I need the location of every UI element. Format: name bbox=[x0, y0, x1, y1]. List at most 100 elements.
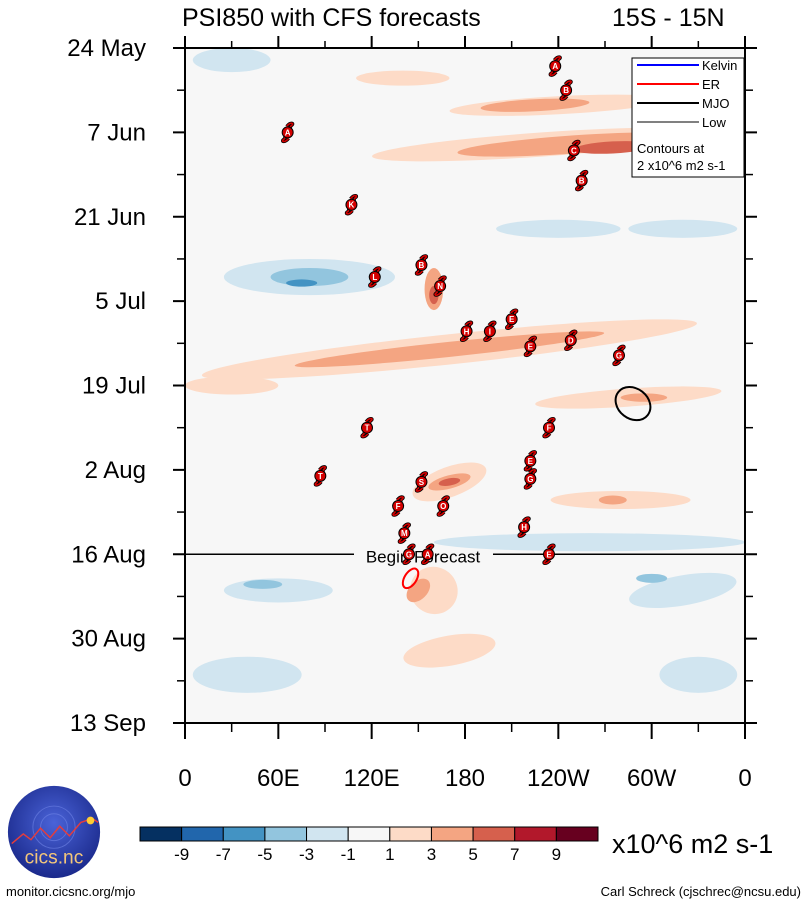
storm-marker: A bbox=[421, 543, 435, 565]
hurricane-icon bbox=[421, 548, 434, 561]
colorbar-swatch bbox=[222, 826, 266, 842]
colorbar-swatch bbox=[514, 826, 557, 842]
storm-marker: M bbox=[397, 522, 411, 544]
x-tick-label: 0 bbox=[738, 765, 751, 792]
colorbar-tick-label: 1 bbox=[385, 845, 394, 864]
colorbar-swatch bbox=[306, 826, 349, 842]
hurricane-icon bbox=[575, 174, 588, 187]
storm-marker: H bbox=[517, 516, 531, 538]
storm-marker: B bbox=[559, 79, 573, 101]
hurricane-icon bbox=[543, 548, 555, 561]
chart-subtitle: 15S - 15N bbox=[612, 4, 725, 32]
storm-label: E bbox=[509, 315, 515, 324]
anomaly-patch bbox=[480, 98, 590, 112]
logo-text: cics.nc bbox=[25, 848, 84, 869]
legend: Kelvin ER MJO Low Contours at 2 x10^6 m2 s-1 bbox=[631, 57, 745, 178]
storm-label: A bbox=[552, 62, 558, 71]
storm-label: L bbox=[372, 273, 377, 282]
colorbar: -9 -7 -5 -3 -1 1 3 5 7 9 bbox=[139, 826, 599, 864]
mjo-contour bbox=[614, 386, 652, 422]
x-tick-label: 60E bbox=[257, 765, 300, 792]
colorbar-tick-label: -5 bbox=[257, 845, 272, 864]
colorbar-swatch bbox=[264, 826, 308, 842]
hurricane-icon bbox=[345, 198, 358, 211]
colorbar-tick-label: -3 bbox=[299, 845, 314, 864]
storm-marker: L bbox=[368, 266, 382, 288]
colorbar-swatch bbox=[389, 826, 432, 842]
y-tick-label: 5 Jul bbox=[95, 288, 146, 315]
anomaly-patch bbox=[192, 48, 271, 73]
y-axis: 24 May 7 Jun 21 Jun 5 Jul 19 Jul 2 Aug 16 Aug 3… bbox=[67, 35, 757, 737]
legend-label-er: ER bbox=[702, 77, 720, 92]
storm-label: G bbox=[527, 475, 533, 484]
legend-box bbox=[631, 57, 745, 178]
storm-marker: I bbox=[483, 320, 497, 342]
anomaly-patch bbox=[636, 573, 668, 583]
storm-marker: G bbox=[402, 543, 416, 565]
storm-marker: F bbox=[542, 416, 556, 439]
storm-marker: G bbox=[523, 468, 537, 490]
hurricane-icon bbox=[415, 475, 428, 488]
er-contour bbox=[401, 567, 420, 590]
storm-label: T bbox=[365, 424, 370, 433]
storm-label: S bbox=[419, 478, 425, 487]
colorbar-tick-label: -1 bbox=[341, 845, 356, 864]
colorbar-tick-label: -9 bbox=[174, 845, 189, 864]
hurricane-icon bbox=[483, 325, 496, 338]
colorbar-swatch bbox=[472, 826, 516, 842]
legend-note-line1: Contours at bbox=[637, 141, 705, 156]
footer-credit: Carl Schreck (cjschrec@ncsu.edu) bbox=[600, 884, 801, 899]
colorbar-swatch bbox=[181, 826, 224, 842]
y-tick-label: 2 Aug bbox=[85, 457, 146, 484]
storm-marker: A bbox=[548, 55, 562, 77]
storm-label: N bbox=[437, 282, 443, 291]
storm-marker: E bbox=[542, 543, 556, 565]
colorbar-swatch bbox=[139, 826, 183, 842]
hurricane-icon bbox=[505, 313, 518, 326]
anomaly-patch bbox=[294, 331, 605, 368]
x-tick-label: 120E bbox=[344, 765, 400, 792]
storm-marker: T bbox=[360, 416, 374, 439]
storm-marker: E bbox=[523, 335, 537, 358]
wave-contours bbox=[401, 386, 652, 590]
footer-url[interactable]: monitor.cicsnc.org/mjo bbox=[6, 884, 136, 899]
storm-label: F bbox=[547, 424, 552, 433]
hurricane-icon bbox=[549, 60, 562, 73]
hurricane-icon bbox=[460, 325, 473, 338]
x-tick-label: 0 bbox=[178, 765, 191, 792]
storm-marker: E bbox=[505, 308, 519, 330]
storm-marker: O bbox=[436, 495, 450, 517]
hurricane-icon bbox=[560, 84, 573, 97]
hurricane-icon bbox=[361, 421, 373, 434]
anomaly-patch bbox=[620, 393, 668, 402]
y-tick-label: 30 Aug bbox=[71, 626, 146, 653]
legend-note-line2: 2 x10^6 m2 s-1 bbox=[637, 158, 725, 173]
storm-label: H bbox=[464, 327, 470, 336]
storm-marker: C bbox=[567, 139, 581, 162]
storm-marker: A bbox=[281, 121, 295, 144]
cicsnc-logo: cics.nc bbox=[7, 785, 101, 879]
anomaly-patch bbox=[185, 376, 279, 395]
y-tick-label: 24 May bbox=[67, 35, 146, 62]
storm-marker: T bbox=[313, 465, 327, 487]
storm-marker: B bbox=[575, 169, 589, 192]
hurricane-icon bbox=[524, 454, 537, 467]
hurricane-icon bbox=[518, 521, 531, 534]
hurricane-icon bbox=[392, 500, 405, 513]
storm-marker: N bbox=[433, 275, 447, 297]
storm-label: A bbox=[425, 550, 431, 559]
storm-marker: K bbox=[344, 193, 359, 216]
storm-marker: G bbox=[612, 344, 626, 367]
anomaly-patch bbox=[192, 656, 302, 693]
y-tick-label: 7 Jun bbox=[87, 119, 146, 146]
colorbar-tick-label: 3 bbox=[427, 845, 436, 864]
storm-label: H bbox=[521, 523, 527, 532]
storm-label: K bbox=[349, 201, 355, 210]
storm-label: E bbox=[528, 342, 534, 351]
legend-label-kelvin: Kelvin bbox=[702, 58, 737, 73]
storm-marker: H bbox=[459, 320, 474, 342]
storm-label: F bbox=[396, 502, 401, 511]
hurricane-icon bbox=[434, 280, 447, 293]
anomaly-patch bbox=[438, 477, 461, 486]
anomaly-patch bbox=[496, 219, 621, 238]
